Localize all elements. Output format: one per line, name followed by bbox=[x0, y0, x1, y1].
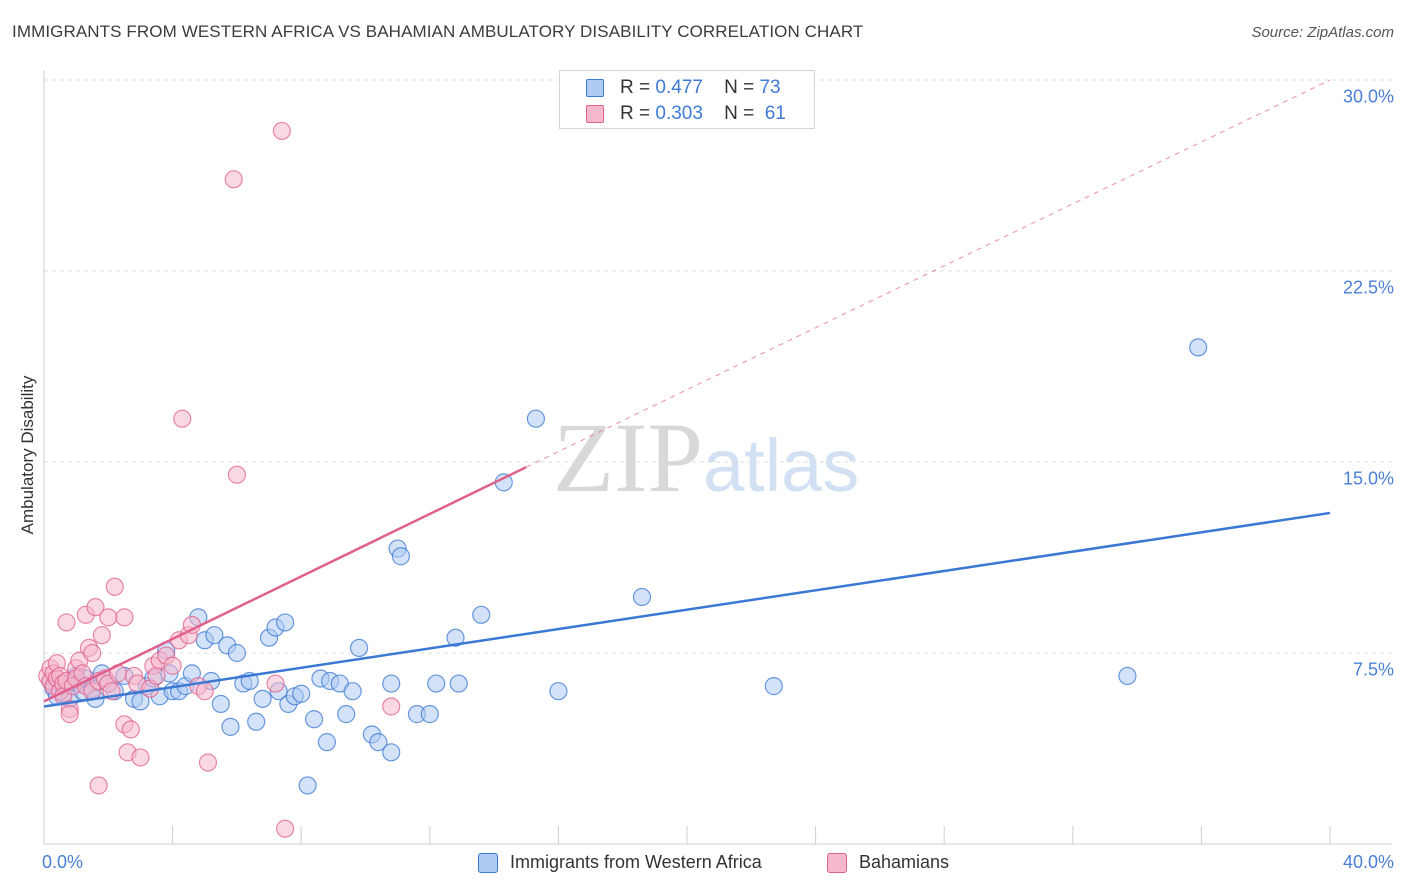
chart-title: IMMIGRANTS FROM WESTERN AFRICA VS BAHAMI… bbox=[12, 22, 864, 41]
bottom-legend-label-bahamians: Bahamians bbox=[859, 852, 950, 872]
point-western-africa-47 bbox=[292, 684, 311, 703]
legend-swatch-pink bbox=[586, 105, 604, 123]
point-western-africa-62 bbox=[391, 547, 410, 566]
y-tick-15: 15.0% bbox=[1342, 468, 1394, 489]
point-western-africa-74 bbox=[1118, 666, 1137, 686]
point-bahamians-53 bbox=[198, 753, 218, 772]
point-western-africa-55 bbox=[343, 682, 362, 701]
point-western-africa-65 bbox=[427, 674, 446, 693]
point-western-africa-70 bbox=[526, 409, 545, 428]
y-tick-30: 30.0% bbox=[1342, 86, 1394, 107]
point-bahamians-55 bbox=[227, 465, 246, 484]
point-bahamians-32 bbox=[105, 577, 124, 596]
point-western-africa-68 bbox=[472, 605, 491, 624]
point-western-africa-35 bbox=[221, 717, 240, 736]
point-bahamians-57 bbox=[272, 121, 292, 141]
point-bahamians-60 bbox=[89, 776, 108, 795]
legend-r-label: R = bbox=[620, 103, 651, 124]
legend-n-label: N = bbox=[724, 77, 755, 98]
point-western-africa-58 bbox=[369, 733, 388, 752]
legend-n-value: 73 bbox=[759, 77, 781, 98]
point-bahamians-37 bbox=[121, 720, 140, 739]
stats-legend: R = 0.477 N = 73 R = 0.303 N = 61 bbox=[559, 70, 815, 129]
legend-swatch-blue bbox=[586, 79, 604, 97]
legend-r-value: 0.303 bbox=[655, 103, 703, 124]
legend-n-value: 61 bbox=[764, 103, 786, 124]
watermark: ZIPatlas bbox=[553, 400, 859, 515]
legend-r-value: 0.477 bbox=[655, 77, 703, 98]
point-western-africa-71 bbox=[549, 682, 568, 701]
trendline-western-africa bbox=[43, 511, 1331, 708]
y-tick-7-5: 7.5% bbox=[1352, 659, 1394, 680]
point-bahamians-46 bbox=[163, 656, 182, 675]
point-bahamians-27 bbox=[92, 626, 111, 645]
point-western-africa-39 bbox=[247, 712, 266, 731]
point-western-africa-33 bbox=[211, 694, 230, 714]
point-western-africa-51 bbox=[317, 733, 337, 752]
source-label: Source: ZipAtlas.com bbox=[1251, 24, 1394, 41]
y-axis-label: Ambulatory Disability bbox=[18, 375, 37, 535]
point-western-africa-64 bbox=[420, 705, 439, 724]
point-bahamians-56 bbox=[266, 674, 285, 693]
point-bahamians-30 bbox=[99, 608, 118, 627]
x-tick-min: 0.0% bbox=[42, 852, 84, 872]
watermark-atlas: atlas bbox=[703, 424, 860, 507]
point-western-africa-59 bbox=[382, 674, 401, 693]
point-western-africa-72 bbox=[632, 587, 652, 607]
point-western-africa-48 bbox=[298, 776, 317, 795]
legend-r-label: R = bbox=[620, 77, 651, 98]
point-bahamians-50 bbox=[182, 615, 201, 635]
legend-n-label: N = bbox=[724, 103, 755, 124]
point-bahamians-54 bbox=[224, 170, 243, 189]
point-bahamians-43 bbox=[147, 666, 166, 686]
point-western-africa-44 bbox=[276, 613, 295, 632]
point-western-africa-73 bbox=[764, 677, 783, 696]
trendline-bahamians bbox=[43, 465, 527, 703]
point-bahamians-40 bbox=[131, 748, 150, 767]
point-bahamians-12 bbox=[57, 613, 76, 632]
point-western-africa-75 bbox=[1189, 338, 1208, 357]
point-western-africa-40 bbox=[253, 689, 272, 708]
point-western-africa-56 bbox=[349, 638, 369, 658]
point-bahamians-25 bbox=[86, 598, 105, 617]
bottom-legend-label-western-africa: Immigrants from Western Africa bbox=[510, 852, 762, 872]
watermark-zip: ZIP bbox=[553, 402, 703, 513]
point-western-africa-60 bbox=[382, 743, 401, 762]
point-western-africa-49 bbox=[304, 710, 324, 729]
point-western-africa-66 bbox=[446, 628, 465, 647]
bottom-legend-swatch-pink bbox=[827, 853, 847, 873]
point-western-africa-32 bbox=[205, 626, 224, 645]
point-bahamians-52 bbox=[195, 682, 214, 701]
x-tick-max: 40.0% bbox=[1342, 852, 1394, 872]
y-tick-22-5: 22.5% bbox=[1342, 277, 1394, 298]
point-bahamians-59 bbox=[382, 697, 401, 716]
point-western-africa-36 bbox=[227, 643, 246, 663]
point-bahamians-23 bbox=[83, 643, 102, 663]
point-bahamians-58 bbox=[276, 819, 295, 838]
point-western-africa-54 bbox=[337, 705, 356, 724]
trendline-extension-1 bbox=[525, 79, 1331, 468]
bottom-legend-swatch-blue bbox=[478, 853, 498, 873]
point-western-africa-67 bbox=[449, 674, 468, 693]
point-bahamians-35 bbox=[115, 608, 134, 627]
point-bahamians-48 bbox=[173, 409, 192, 428]
point-bahamians-14 bbox=[60, 705, 79, 724]
